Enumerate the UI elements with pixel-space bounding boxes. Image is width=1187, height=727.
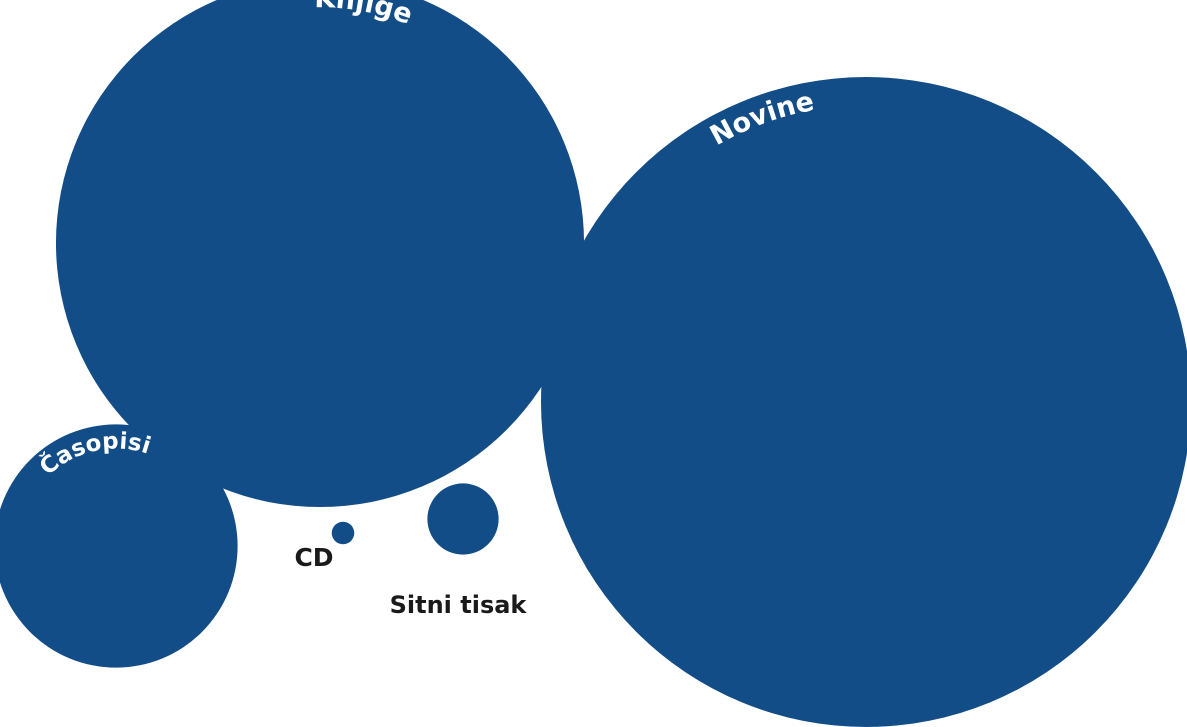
bubble-label-cd: CD <box>294 543 333 572</box>
bubble-label-sitni-tisak: Sitni tisak <box>390 591 528 619</box>
bubble-novine <box>541 77 1187 727</box>
bubble-sitni-tisak <box>427 483 499 555</box>
bubble-knjige <box>56 0 584 507</box>
bubble-cd <box>331 521 355 545</box>
bubble-casopisi <box>0 424 238 668</box>
